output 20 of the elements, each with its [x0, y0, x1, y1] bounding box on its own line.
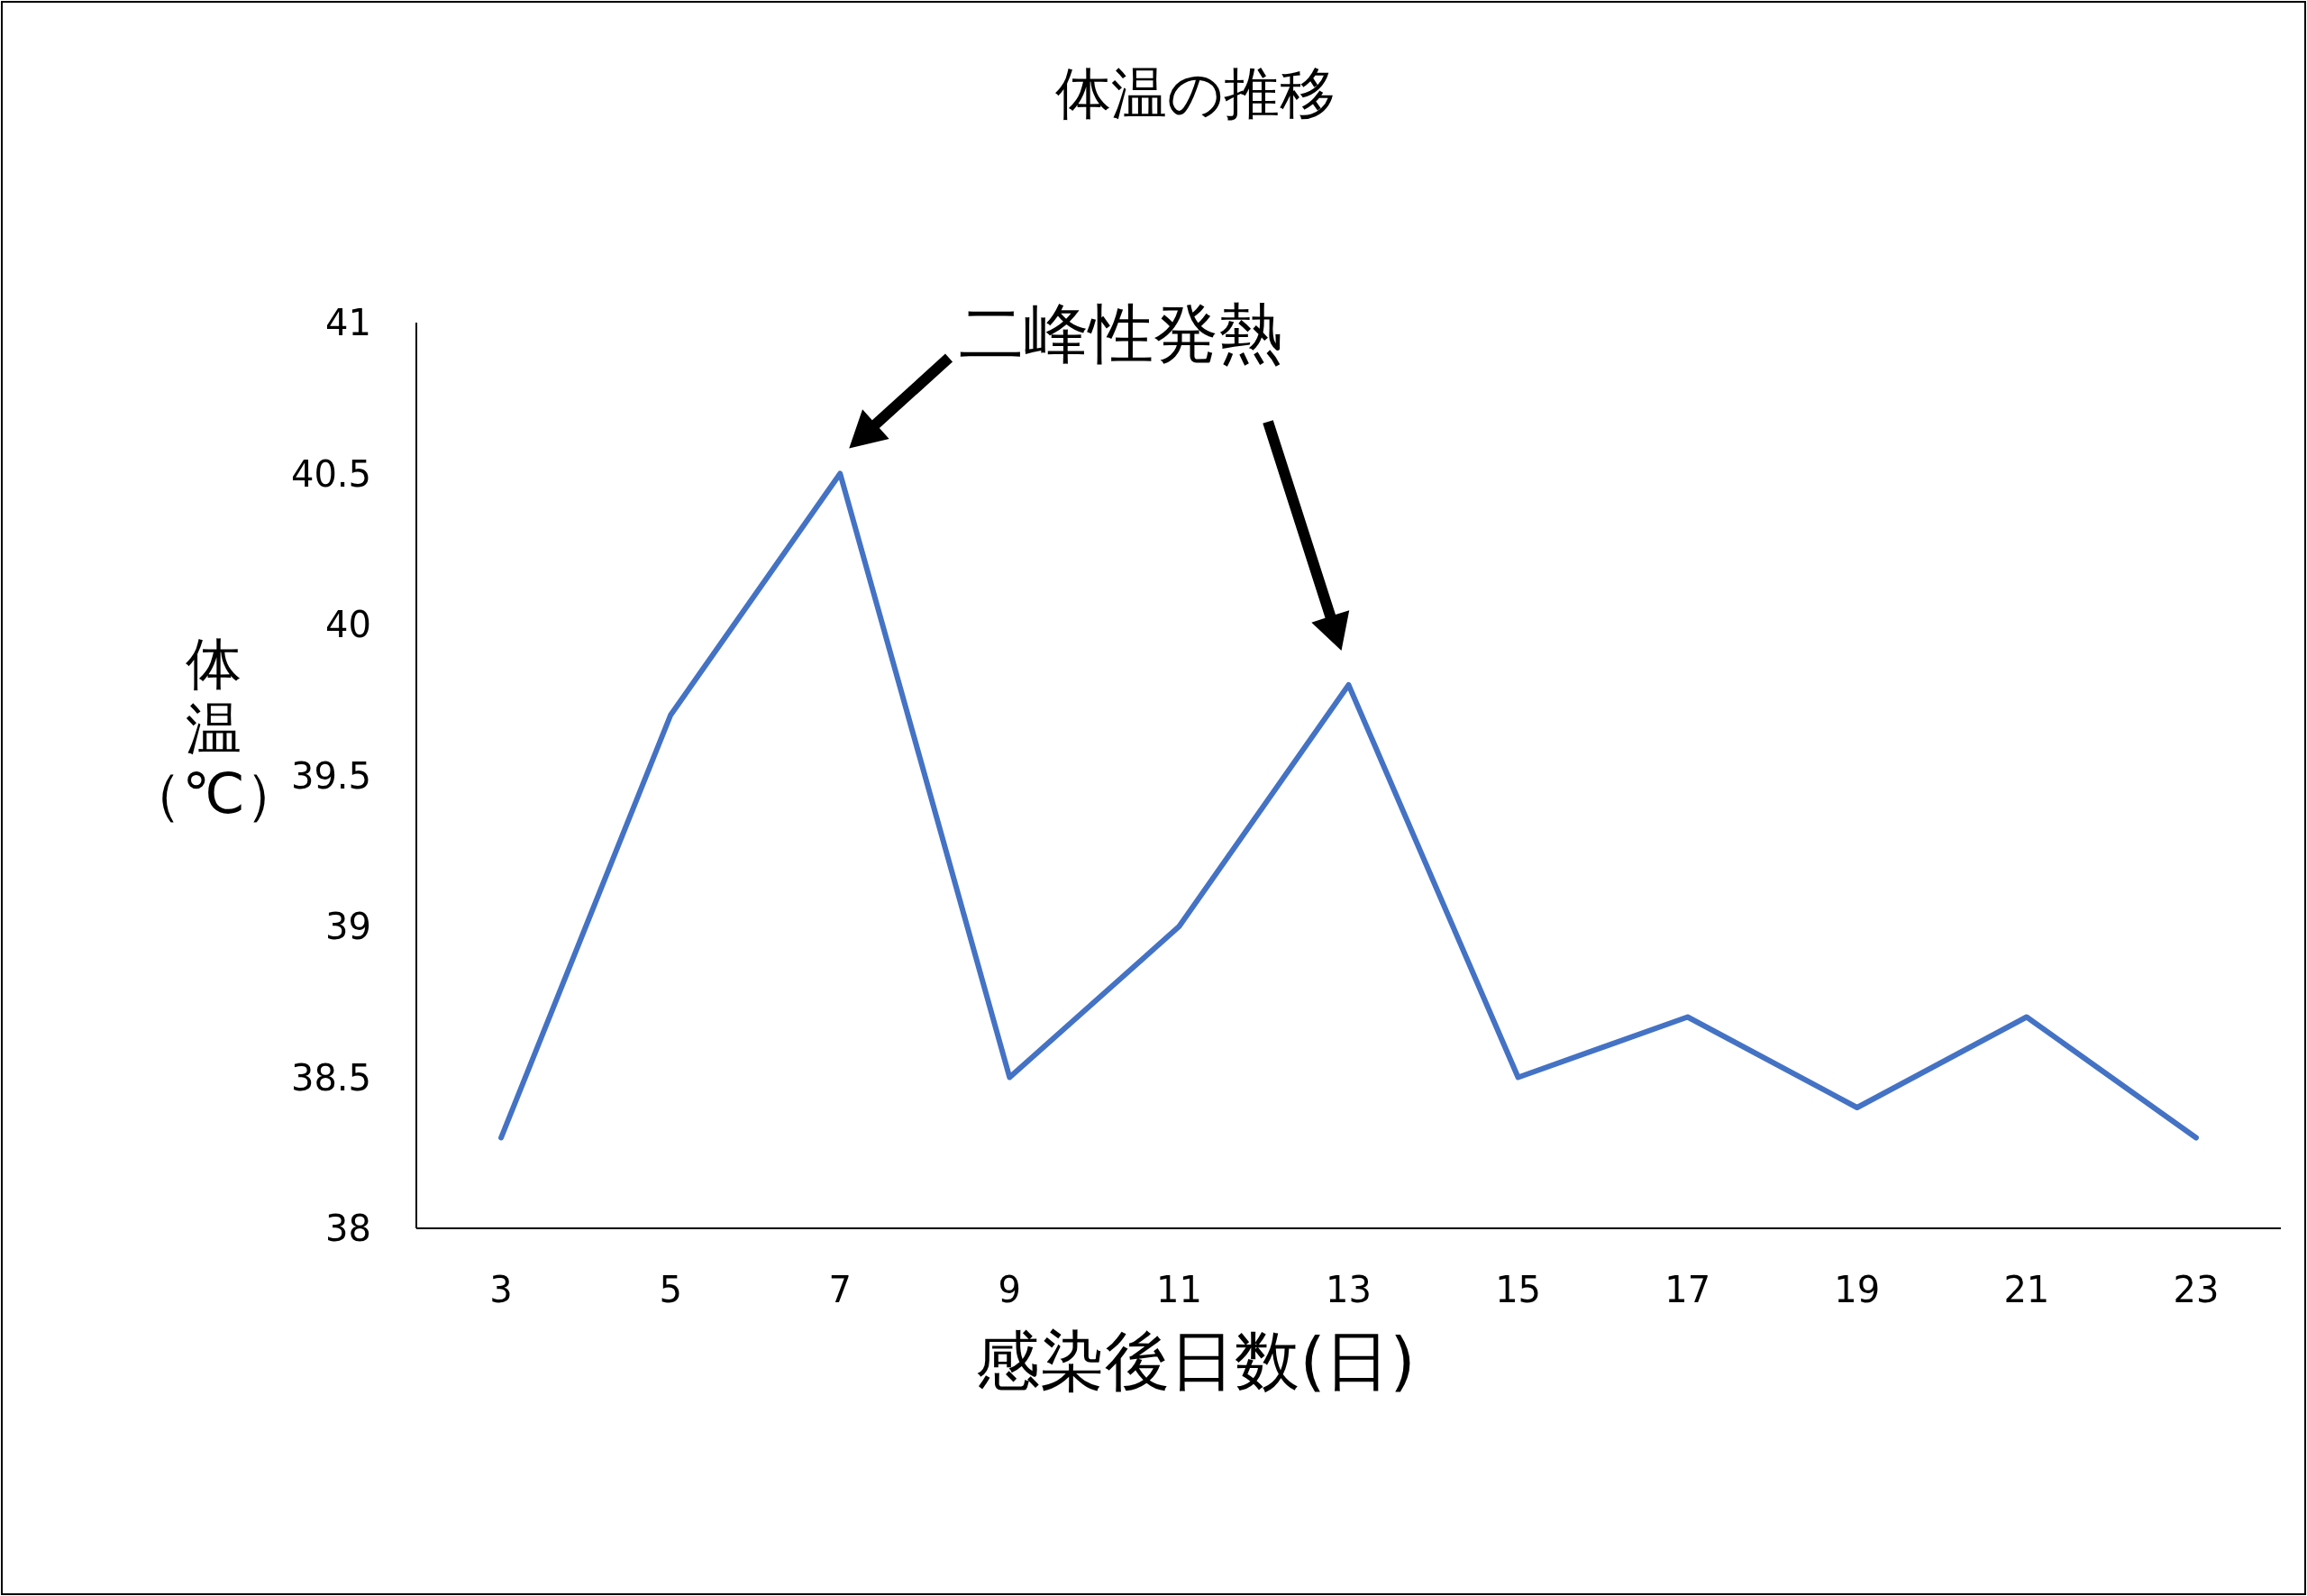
y-tick-label: 41	[325, 302, 371, 343]
annotation: 二峰性発熱	[959, 296, 1283, 371]
y-tick-label: 39	[325, 906, 371, 947]
x-tick-label: 19	[1834, 1269, 1881, 1310]
y-tick-label: 40	[325, 604, 371, 645]
y-tick-label: 38	[325, 1208, 371, 1249]
x-tick-label: 9	[998, 1269, 1022, 1310]
x-tick-label: 17	[1664, 1269, 1711, 1310]
x-tick-label: 21	[2003, 1269, 2050, 1310]
y-tick-label: 40.5	[290, 452, 371, 495]
x-tick-label: 7	[828, 1269, 852, 1310]
x-tick-label: 15	[1495, 1269, 1542, 1310]
x-tick-label: 23	[2173, 1269, 2220, 1310]
x-axis-title: 感染後日数(日)	[975, 1323, 1416, 1399]
x-tick-label: 3	[489, 1269, 513, 1310]
x-tick-label: 5	[659, 1269, 682, 1310]
y-tick-label: 38.5	[290, 1056, 371, 1099]
chart-title: 体温の推移	[1055, 60, 1336, 126]
x-tick-label: 13	[1326, 1269, 1372, 1310]
x-tick-label: 11	[1155, 1269, 1202, 1310]
